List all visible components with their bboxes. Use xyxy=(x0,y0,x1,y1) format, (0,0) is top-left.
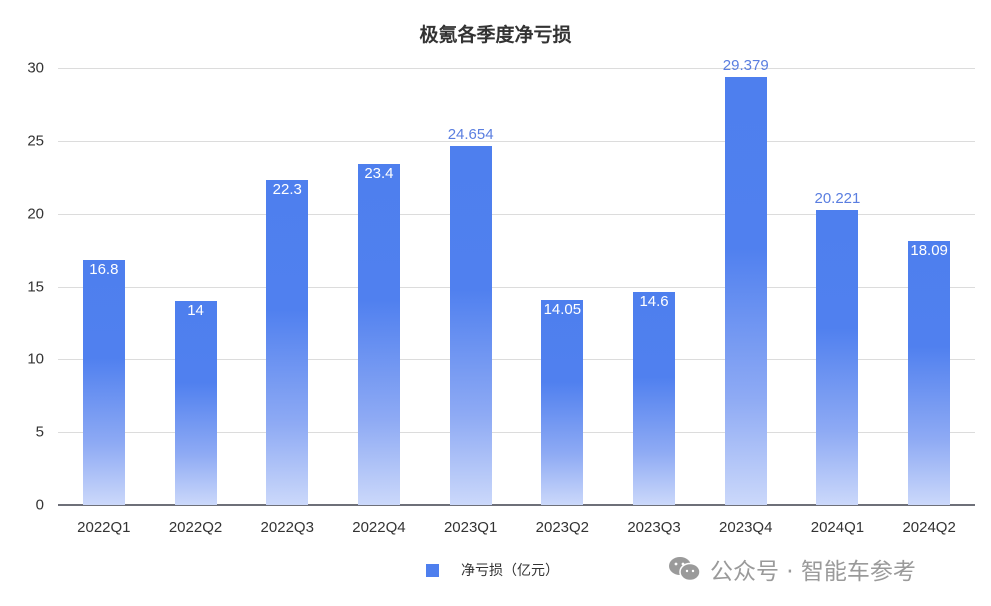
bar-2023Q3[interactable] xyxy=(633,292,676,505)
legend[interactable]: 净亏损（亿元） xyxy=(426,560,559,580)
x-tick-label: 2022Q2 xyxy=(168,519,223,536)
chart-title: 极氪各季度净亏损 xyxy=(419,24,572,46)
bar-2023Q2[interactable] xyxy=(541,300,584,505)
y-tick-label: 20 xyxy=(27,205,44,223)
x-tick-label: 2022Q3 xyxy=(260,519,314,536)
x-tick-label: 2024Q2 xyxy=(902,519,956,536)
bar-2022Q2[interactable] xyxy=(174,301,217,505)
y-tick-label: 25 xyxy=(27,132,44,150)
y-tick-label: 30 xyxy=(27,59,44,77)
gridline xyxy=(58,68,975,69)
value-label: 24.654 xyxy=(447,125,494,143)
value-label: 22.3 xyxy=(272,181,302,199)
bar-2024Q1[interactable] xyxy=(816,210,859,505)
y-tick-label: 0 xyxy=(35,496,44,514)
bar-2023Q4[interactable] xyxy=(724,77,767,505)
legend-swatch xyxy=(426,563,439,577)
x-tick-label: 2022Q4 xyxy=(352,519,406,536)
bar-2023Q1[interactable] xyxy=(449,145,492,505)
x-tick-label: 2023Q1 xyxy=(443,519,498,536)
gridline xyxy=(58,214,975,215)
x-tick-label: 2024Q1 xyxy=(810,519,865,536)
gridline xyxy=(58,359,975,360)
x-tick-label: 2023Q3 xyxy=(627,519,681,536)
gridline xyxy=(58,432,975,433)
value-label: 23.4 xyxy=(364,165,394,183)
bar-2022Q4[interactable] xyxy=(357,164,400,505)
value-label: 29.379 xyxy=(722,57,769,75)
x-tick-label: 2023Q2 xyxy=(535,519,590,536)
value-label: 14 xyxy=(187,302,204,320)
value-label: 18.09 xyxy=(910,242,948,260)
bar-2024Q2[interactable] xyxy=(908,241,951,505)
gridline xyxy=(58,141,975,142)
bar-2022Q3[interactable] xyxy=(266,180,309,505)
y-tick-label: 15 xyxy=(27,278,44,295)
value-label: 14.05 xyxy=(543,301,582,319)
bar-2022Q1[interactable] xyxy=(82,260,125,505)
value-label: 20.221 xyxy=(814,190,861,208)
y-tick-label: 10 xyxy=(27,350,44,368)
value-label: 16.8 xyxy=(89,261,119,279)
y-tick-label: 5 xyxy=(35,423,44,441)
legend-label: 净亏损（亿元） xyxy=(461,563,559,579)
gridline xyxy=(58,287,975,288)
x-tick-label: 2023Q4 xyxy=(719,519,773,536)
value-label: 14.6 xyxy=(639,293,669,311)
watermark: 公众号 · 智能车参考 xyxy=(668,552,916,586)
x-axis-line xyxy=(58,504,975,506)
wechat-icon xyxy=(669,557,701,582)
x-tick-label: 2022Q1 xyxy=(77,519,131,536)
watermark-text: 公众号 · 智能车参考 xyxy=(710,559,916,585)
